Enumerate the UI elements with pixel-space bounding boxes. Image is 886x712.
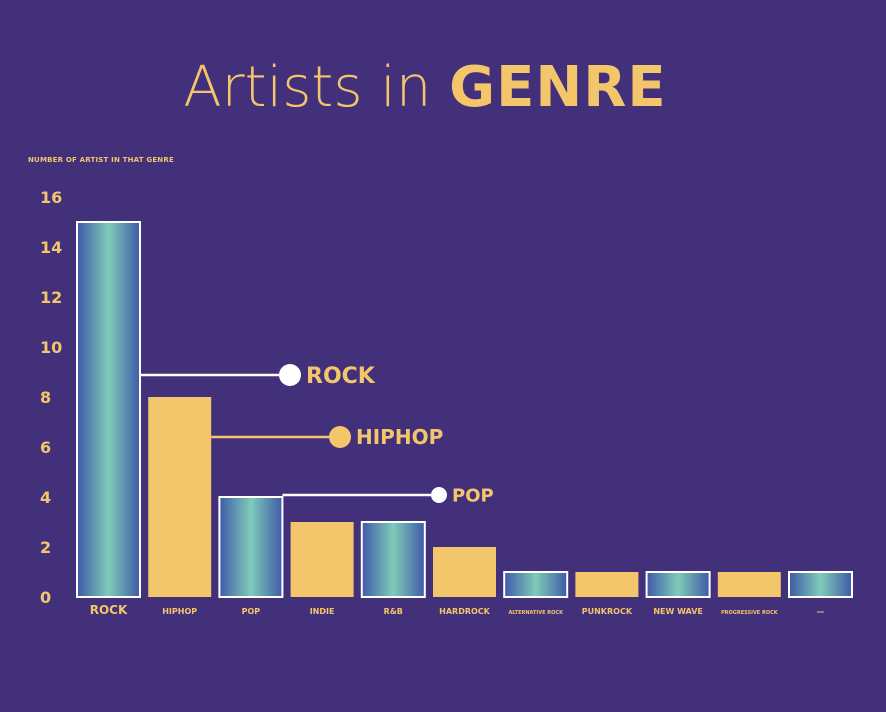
x-tick-label: HIPHOP (162, 607, 197, 616)
bar (148, 397, 212, 597)
x-tick-label: ROCK (90, 603, 128, 617)
y-axis-ticks: 0 2 4 6 8 10 12 14 16 (40, 188, 62, 607)
x-tick-label: — (817, 607, 825, 616)
y-tick-label: 14 (40, 238, 62, 257)
bar (218, 496, 284, 598)
annotation-dot (329, 426, 351, 448)
y-tick-label: 10 (40, 338, 62, 357)
x-tick-label: HARDROCK (439, 607, 491, 616)
bar (575, 572, 639, 597)
bars (76, 221, 853, 598)
annotation-label: ROCK (306, 364, 376, 389)
x-tick-label: INDIE (310, 607, 335, 616)
y-tick-label: 16 (40, 188, 62, 207)
y-tick-label: 0 (40, 588, 51, 607)
annotation-dot (431, 487, 447, 503)
annotation-dot (279, 364, 301, 386)
bar (503, 571, 569, 598)
bar (788, 571, 853, 598)
y-axis-label: NUMBER OF ARTIST IN THAT GENRE (28, 156, 174, 164)
x-tick-label: POP (242, 607, 261, 616)
bar (717, 572, 781, 597)
x-tick-label: PROGRESSIVE ROCK (721, 610, 779, 616)
y-tick-label: 8 (40, 388, 51, 407)
x-tick-label: PUNKROCK (582, 607, 633, 616)
bar (76, 221, 141, 598)
y-tick-label: 2 (40, 538, 51, 557)
y-tick-label: 12 (40, 288, 62, 307)
bar (290, 522, 354, 597)
x-tick-label: R&B (384, 607, 403, 616)
annotations: ROCK HIPHOP POP (140, 364, 494, 506)
bar (645, 571, 711, 598)
x-tick-label: ALTERNATIVE ROCK (508, 610, 564, 616)
bar (360, 521, 426, 598)
y-tick-label: 6 (40, 438, 51, 457)
title-part-1: Artists in (183, 55, 432, 120)
annotation-label: HIPHOP (356, 425, 443, 449)
annotation-label: POP (452, 485, 494, 506)
chart-title: Artists in GENRE (0, 52, 850, 124)
x-axis-ticks: ROCK HIPHOP POP INDIE R&B HARDROCK ALTERNATIVE… (90, 603, 825, 617)
y-tick-label: 4 (40, 488, 51, 507)
x-tick-label: NEW WAVE (653, 607, 703, 616)
title-part-2: GENRE (449, 55, 667, 120)
bar (433, 547, 496, 597)
